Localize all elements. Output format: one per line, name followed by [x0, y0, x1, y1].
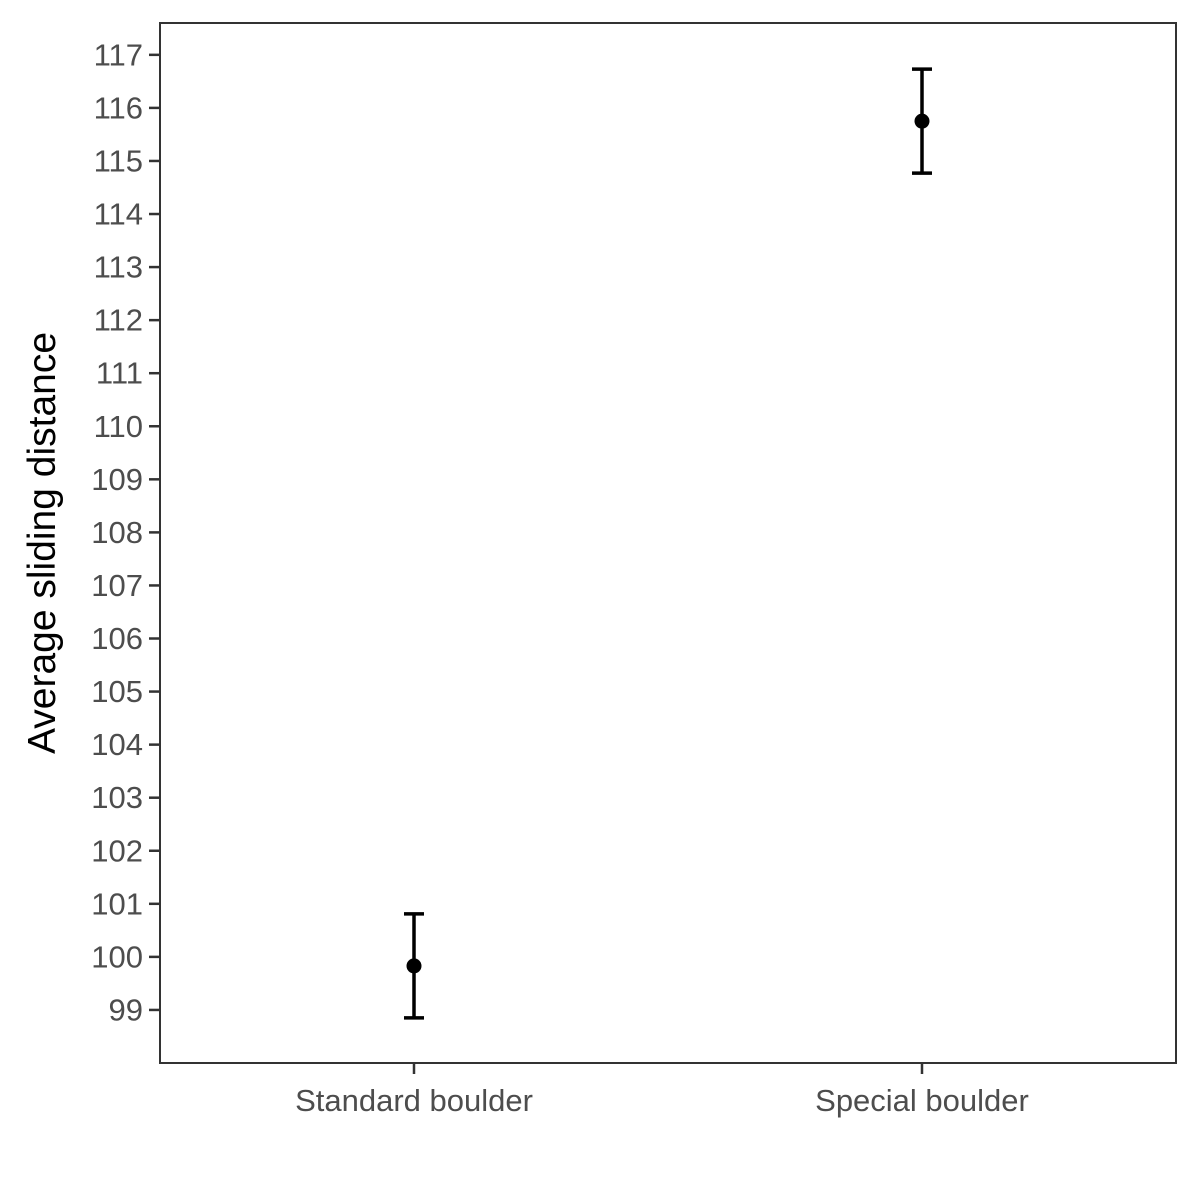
plot-panel [160, 23, 1176, 1063]
y-tick-label: 108 [91, 515, 143, 550]
y-tick-label: 116 [94, 90, 143, 125]
x-tick-label: Special boulder [815, 1083, 1029, 1118]
y-tick-label: 111 [96, 356, 143, 391]
y-tick-label: 103 [91, 780, 143, 815]
y-tick-label: 105 [91, 674, 143, 709]
y-tick-label: 113 [94, 250, 143, 285]
y-tick-label: 101 [91, 886, 143, 921]
y-tick-label: 106 [91, 621, 143, 656]
y-tick-label: 104 [91, 727, 143, 762]
y-tick-label: 99 [109, 992, 143, 1027]
y-tick-label: 112 [94, 303, 143, 338]
y-tick-label: 110 [94, 409, 143, 444]
y-axis: 99 100 101 102 103 104 105 106 107 108 109 110 111 11… [91, 37, 160, 1027]
y-tick-label: 117 [94, 37, 143, 72]
y-tick-label: 102 [91, 833, 143, 868]
data-point [915, 114, 930, 129]
x-axis: Standard boulder Special boulder [295, 1063, 1029, 1118]
x-tick-label: Standard boulder [295, 1083, 533, 1118]
y-tick-label: 114 [94, 197, 143, 232]
y-tick-label: 107 [91, 568, 143, 603]
data-point [407, 958, 422, 973]
y-tick-label: 100 [91, 939, 143, 974]
y-tick-label: 115 [94, 143, 143, 178]
y-tick-label: 109 [91, 462, 143, 497]
y-axis-title: Average sliding distance [21, 332, 64, 754]
